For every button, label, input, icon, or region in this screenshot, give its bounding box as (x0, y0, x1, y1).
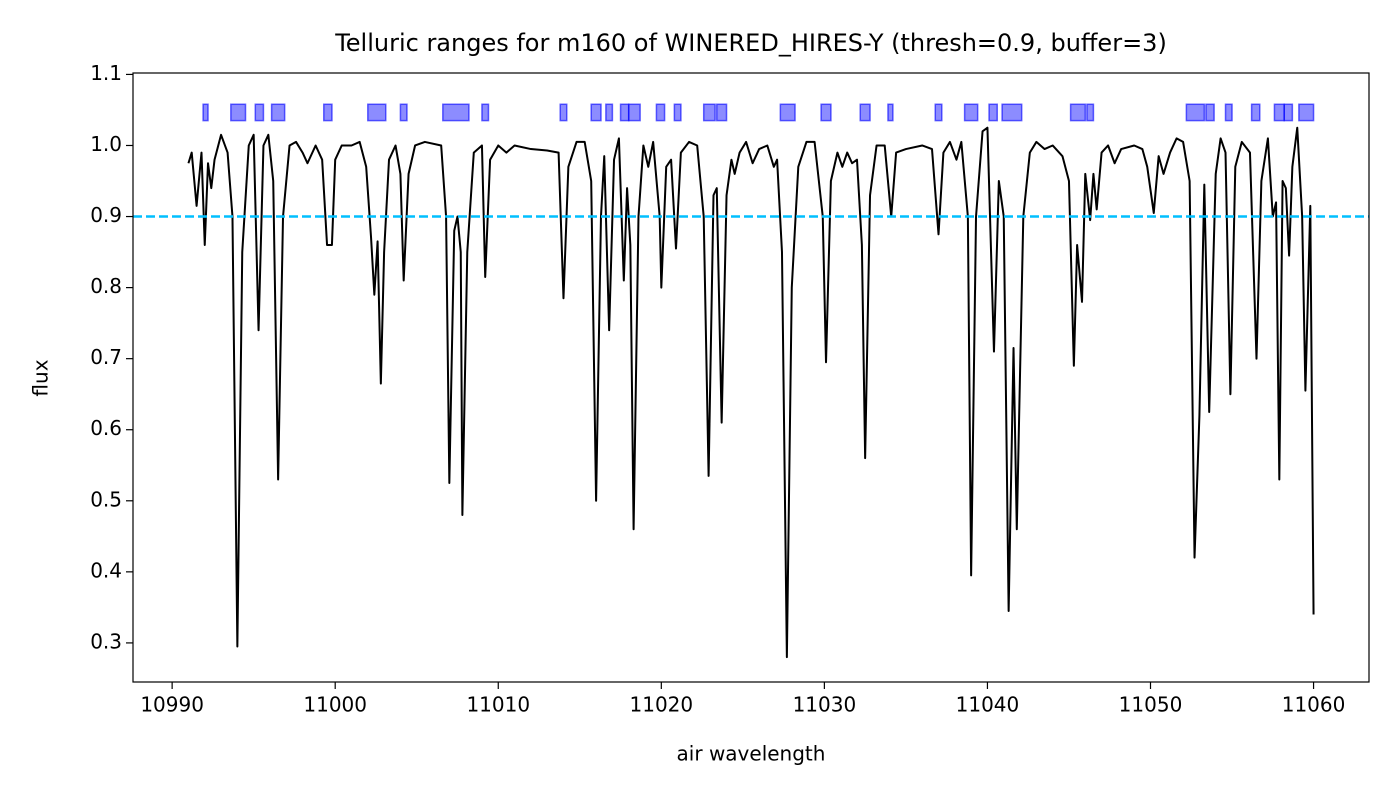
telluric-range (673, 103, 682, 122)
telluric-range (1224, 103, 1233, 122)
x-tick-label: 11060 (1282, 693, 1346, 717)
telluric-range (655, 103, 666, 122)
x-tick-label: 11030 (793, 693, 857, 717)
telluric-range (1205, 103, 1215, 122)
spectrum-line (187, 126, 1315, 659)
telluric-range (323, 103, 333, 122)
y-tick-label: 1.0 (90, 132, 122, 156)
telluric-range (559, 103, 568, 122)
telluric-range (399, 103, 408, 122)
telluric-range (1298, 103, 1315, 122)
y-tick-label: 0.7 (90, 345, 122, 369)
telluric-range (1185, 103, 1206, 122)
chart-title: Telluric ranges for m160 of WINERED_HIRE… (334, 29, 1167, 57)
telluric-range (627, 103, 641, 122)
x-tick-label: 11000 (303, 693, 367, 717)
telluric-range (202, 103, 209, 122)
telluric-range (605, 103, 614, 122)
x-tick-label: 11010 (466, 693, 530, 717)
telluric-range (702, 103, 716, 122)
telluric-range (619, 103, 630, 122)
y-tick-label: 0.3 (90, 629, 122, 653)
y-tick-label: 0.4 (90, 558, 122, 582)
telluric-range (442, 103, 470, 122)
telluric-range (367, 103, 387, 122)
telluric-range (716, 103, 728, 122)
y-tick-label: 0.8 (90, 274, 122, 298)
telluric-range (820, 103, 832, 122)
telluric-range (859, 103, 871, 122)
telluric-range (887, 103, 894, 122)
telluric-range (254, 103, 265, 122)
telluric-range (963, 103, 979, 122)
x-axis-label: air wavelength (677, 742, 826, 766)
y-axis-label: flux (29, 359, 53, 396)
x-tick-label: 11040 (956, 693, 1020, 717)
telluric-range (590, 103, 602, 122)
telluric-range (1273, 103, 1285, 122)
telluric-range (1001, 103, 1023, 122)
telluric-range (934, 103, 943, 122)
x-tick-label: 11050 (1119, 693, 1183, 717)
y-tick-label: 1.1 (90, 61, 122, 85)
y-tick-label: 0.6 (90, 416, 122, 440)
y-tick-label: 0.5 (90, 487, 122, 511)
telluric-range (1069, 103, 1087, 122)
telluric-range (270, 103, 286, 122)
axes-frame (132, 72, 1370, 683)
x-tick-label: 10990 (140, 693, 204, 717)
telluric-range (1283, 103, 1294, 122)
x-tick-label: 11020 (630, 693, 694, 717)
y-tick-label: 0.9 (90, 203, 122, 227)
telluric-range (988, 103, 998, 122)
telluric-range (1250, 103, 1261, 122)
telluric-range (1086, 103, 1095, 122)
telluric-range (481, 103, 490, 122)
telluric-range (230, 103, 247, 122)
telluric-range (779, 103, 796, 122)
